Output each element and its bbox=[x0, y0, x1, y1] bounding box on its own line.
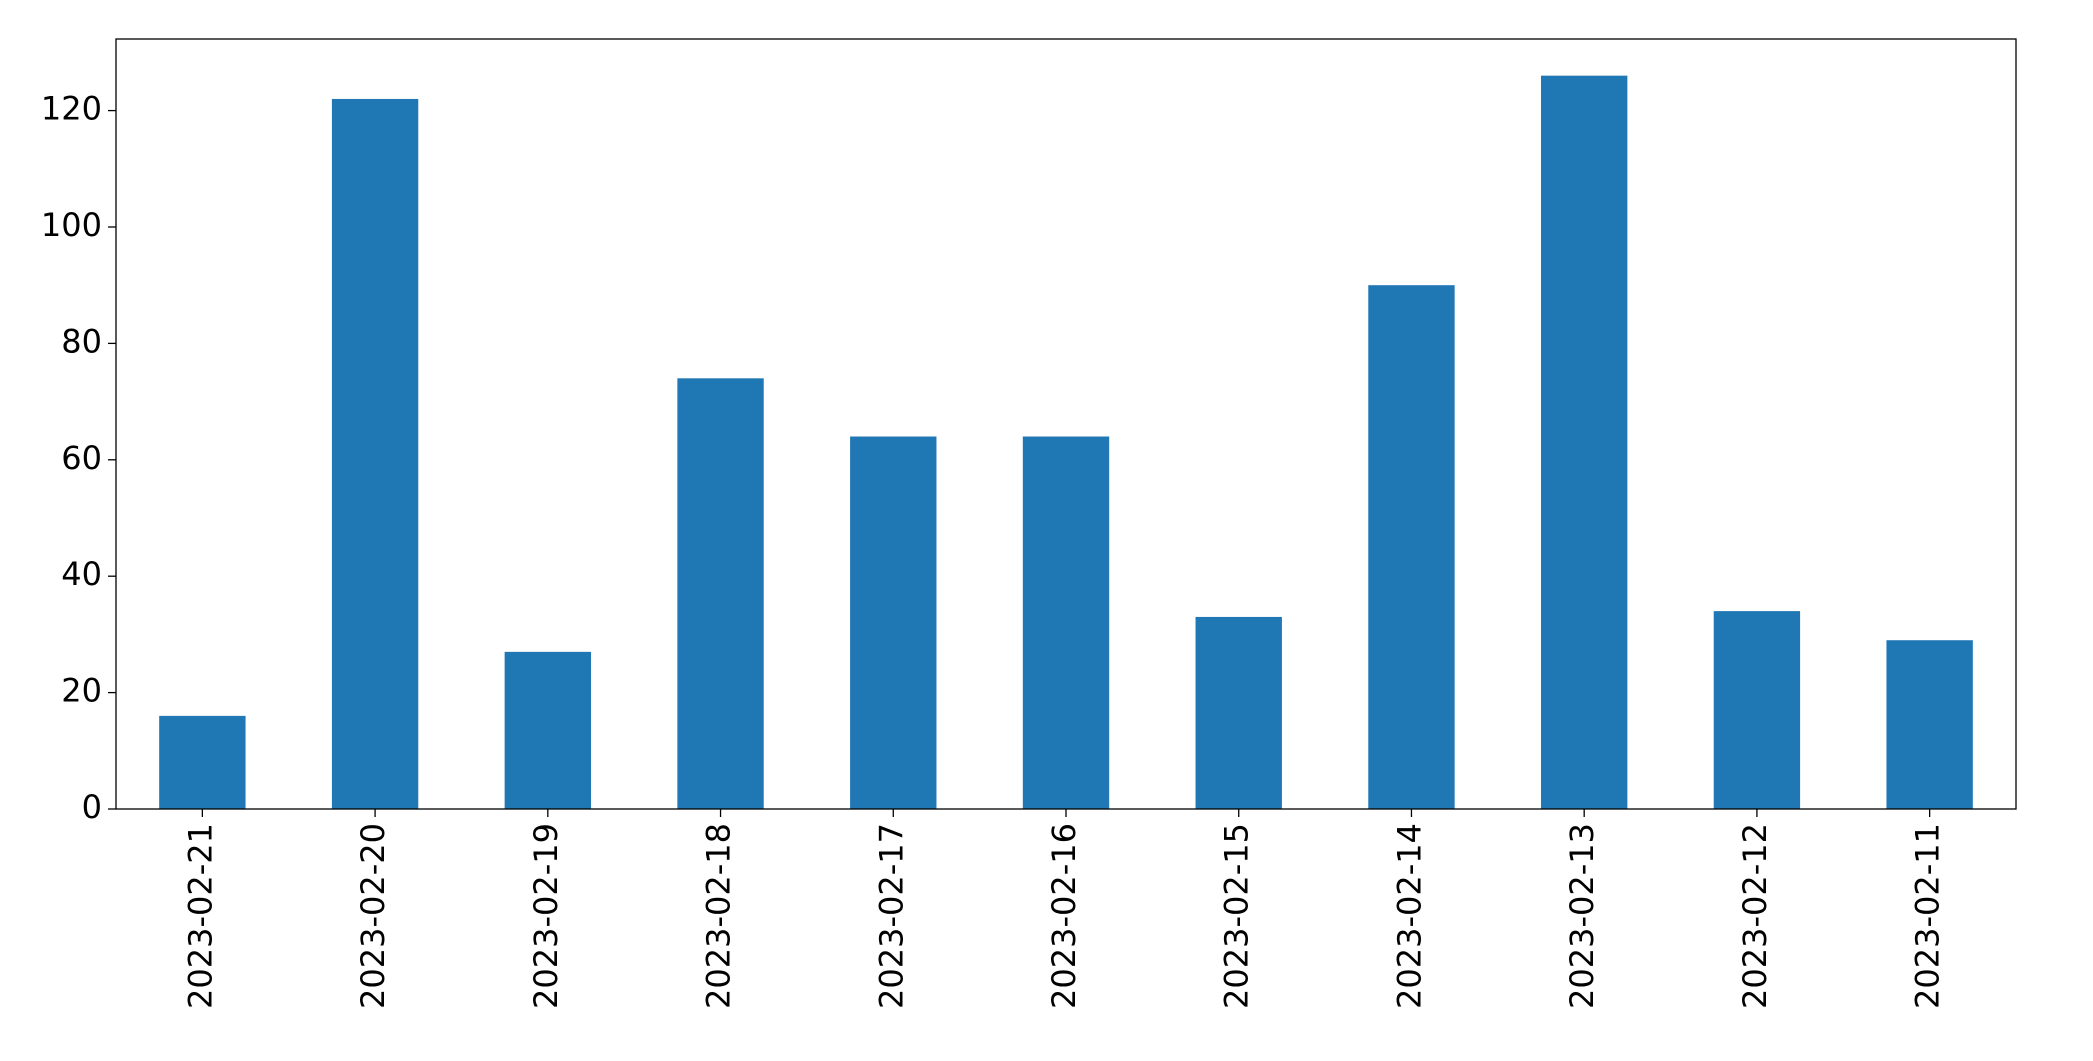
plot-frame bbox=[115, 38, 2017, 810]
bar bbox=[850, 436, 937, 809]
bar bbox=[504, 651, 591, 809]
bar bbox=[1886, 640, 1973, 809]
y-tick-label: 20 bbox=[61, 672, 102, 710]
bar bbox=[1368, 285, 1455, 809]
bar bbox=[159, 715, 246, 809]
y-tick-label: 40 bbox=[61, 555, 102, 593]
y-tick-label: 80 bbox=[61, 322, 102, 360]
x-tick-label: 2023-02-14 bbox=[1390, 823, 1428, 1009]
y-tick-label: 100 bbox=[41, 206, 102, 244]
bar bbox=[1713, 611, 1801, 809]
x-tick-label: 2023-02-20 bbox=[354, 823, 392, 1009]
x-tick-label: 2023-02-19 bbox=[527, 823, 565, 1009]
y-tick-label: 120 bbox=[41, 90, 102, 128]
bar bbox=[331, 98, 419, 810]
y-tick-label: 60 bbox=[61, 439, 102, 477]
x-tick-label: 2023-02-18 bbox=[700, 823, 738, 1009]
x-tick-label: 2023-02-21 bbox=[181, 823, 219, 1009]
x-tick-label: 2023-02-13 bbox=[1563, 823, 1601, 1009]
x-tick-label: 2023-02-16 bbox=[1045, 823, 1083, 1009]
x-tick-label: 2023-02-15 bbox=[1218, 823, 1256, 1009]
bar bbox=[1022, 436, 1110, 809]
y-tick-label: 0 bbox=[82, 788, 102, 826]
bar bbox=[677, 378, 764, 809]
bar bbox=[1195, 616, 1282, 809]
x-tick-label: 2023-02-12 bbox=[1736, 823, 1774, 1009]
bar bbox=[1541, 75, 1628, 809]
x-tick-label: 2023-02-11 bbox=[1909, 823, 1947, 1009]
x-tick-label: 2023-02-17 bbox=[872, 823, 910, 1009]
